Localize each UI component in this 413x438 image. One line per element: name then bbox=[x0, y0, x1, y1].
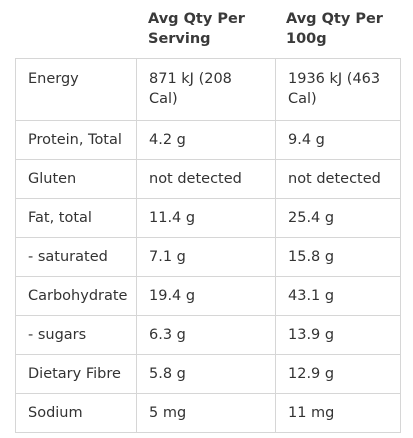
per-100g-value: 12.9 g bbox=[275, 355, 400, 393]
per-serving-value: not detected bbox=[136, 160, 275, 198]
nutrient-name: Energy bbox=[28, 71, 79, 87]
per-100g-value: 15.8 g bbox=[275, 238, 400, 276]
per-serving-value: 4.2 g bbox=[136, 121, 275, 159]
nutrient-name: Gluten bbox=[28, 171, 77, 187]
header-per-100g: Avg Qty Per 100g bbox=[286, 11, 383, 47]
per-serving-value: 11.4 g bbox=[136, 199, 275, 237]
per-serving-value: 7.1 g bbox=[136, 238, 275, 276]
nutrient-name: - saturated bbox=[28, 249, 108, 265]
nutrient-name: Fat, total bbox=[28, 210, 92, 226]
per-100g-value: 43.1 g bbox=[275, 277, 400, 315]
table-row: Dietary Fibre 5.8 g 12.9 g bbox=[16, 354, 400, 393]
table-row: Sodium 5 mg 11 mg bbox=[16, 393, 400, 432]
table-header: Avg Qty Per Serving Avg Qty Per 100g bbox=[15, 0, 401, 58]
table-row: - sugars 6.3 g 13.9 g bbox=[16, 315, 400, 354]
nutrient-name: Protein, Total bbox=[28, 132, 122, 148]
per-100g-value: 13.9 g bbox=[275, 316, 400, 354]
table-row: Energy 871 kJ (208 Cal) 1936 kJ (463 Cal… bbox=[16, 59, 400, 120]
nutrient-name: Sodium bbox=[28, 405, 83, 421]
table-row: Gluten not detected not detected bbox=[16, 159, 400, 198]
per-100g-value: not detected bbox=[275, 160, 400, 198]
per-serving-value: 19.4 g bbox=[136, 277, 275, 315]
table-body: Energy 871 kJ (208 Cal) 1936 kJ (463 Cal… bbox=[15, 58, 401, 433]
per-100g-value: 1936 kJ (463 Cal) bbox=[275, 59, 400, 120]
table-row: - saturated 7.1 g 15.8 g bbox=[16, 237, 400, 276]
table-row: Protein, Total 4.2 g 9.4 g bbox=[16, 120, 400, 159]
nutrition-table: Avg Qty Per Serving Avg Qty Per 100g Ene… bbox=[15, 0, 401, 433]
per-100g-value: 9.4 g bbox=[275, 121, 400, 159]
table-row: Fat, total 11.4 g 25.4 g bbox=[16, 198, 400, 237]
per-serving-value: 6.3 g bbox=[136, 316, 275, 354]
per-100g-value: 25.4 g bbox=[275, 199, 400, 237]
per-serving-value: 5.8 g bbox=[136, 355, 275, 393]
table-row: Carbohydrate 19.4 g 43.1 g bbox=[16, 276, 400, 315]
per-serving-value: 5 mg bbox=[136, 394, 275, 432]
per-100g-value: 11 mg bbox=[275, 394, 400, 432]
nutrient-name: Carbohydrate bbox=[28, 288, 128, 304]
nutrient-name: Dietary Fibre bbox=[28, 366, 121, 382]
nutrient-name: - sugars bbox=[28, 327, 87, 343]
per-serving-value: 871 kJ (208 Cal) bbox=[136, 59, 275, 120]
header-nutrient bbox=[15, 0, 135, 58]
header-per-serving: Avg Qty Per Serving bbox=[148, 11, 245, 47]
